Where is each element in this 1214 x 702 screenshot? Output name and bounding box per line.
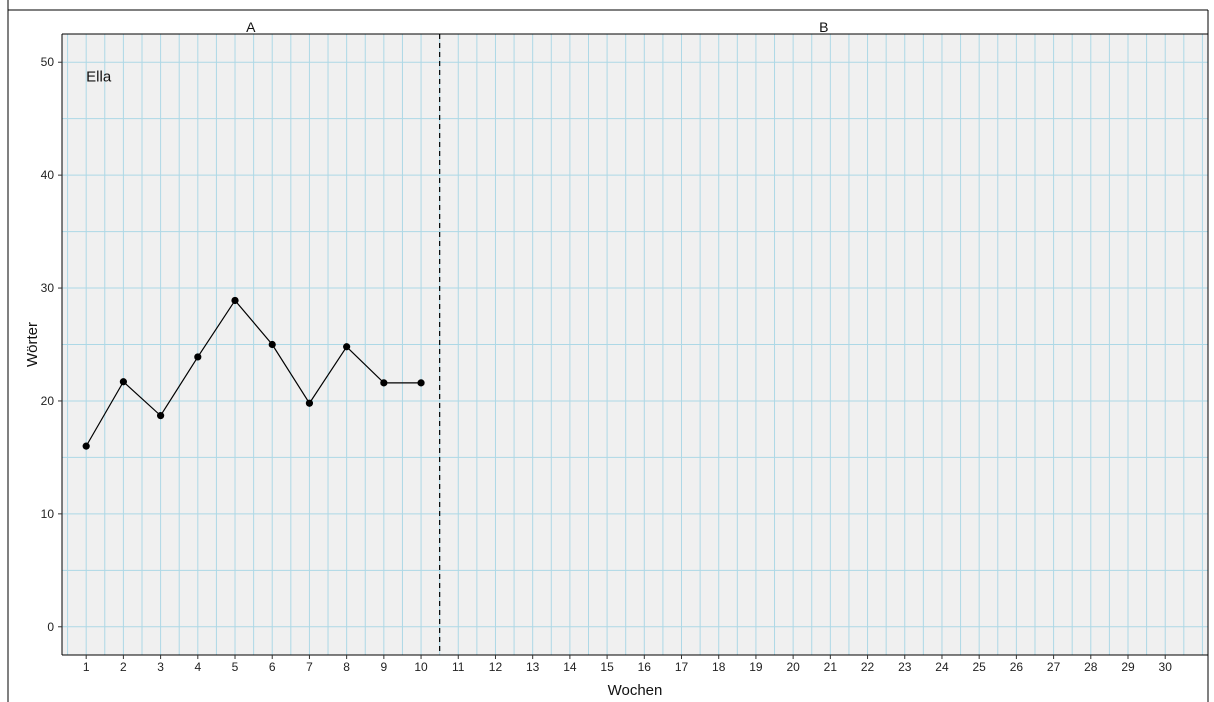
x-tick-label: 5	[232, 660, 239, 674]
y-tick-label: 0	[47, 620, 54, 634]
y-axis-title: Wörter	[24, 322, 41, 367]
x-tick-label: 24	[935, 660, 949, 674]
x-tick-label: 27	[1047, 660, 1061, 674]
x-tick-label: 7	[306, 660, 313, 674]
x-tick-label: 29	[1121, 660, 1135, 674]
axis-ticks: 1 2 3 4 5 6 7 8 9 10 11 12 13 14 15 16 17 18 19 20 21 22 23 24 2…	[41, 34, 1208, 674]
data-point	[82, 442, 90, 450]
x-tick-label: 17	[675, 660, 689, 674]
data-point	[231, 296, 239, 305]
x-tick-label: 8	[343, 660, 350, 674]
data-point	[194, 353, 202, 361]
grid-lines	[62, 34, 1208, 655]
x-tick-label: 12	[489, 660, 503, 674]
phase-label-b: B	[819, 19, 828, 35]
x-tick-label: 1	[83, 660, 90, 674]
data-point	[417, 379, 425, 387]
y-tick-label: 10	[41, 507, 55, 521]
y-tick-label: 50	[41, 55, 55, 69]
x-tick-label: 16	[638, 660, 652, 674]
x-tick-label: 20	[786, 660, 800, 674]
phase-label-a: A	[246, 19, 256, 35]
x-tick-label: 26	[1010, 660, 1024, 674]
x-axis-title: Wochen	[608, 682, 663, 699]
y-tick-label: 20	[41, 394, 55, 408]
x-tick-label: 18	[712, 660, 726, 674]
data-point	[119, 378, 127, 386]
data-point	[305, 399, 314, 407]
x-tick-label: 10	[414, 660, 428, 674]
x-tick-label: 2	[120, 660, 127, 674]
series-line	[82, 296, 425, 450]
x-tick-label: 9	[381, 660, 388, 674]
x-tick-label: 28	[1084, 660, 1098, 674]
x-tick-label: 25	[972, 660, 986, 674]
x-tick-label: 15	[600, 660, 614, 674]
data-point	[268, 340, 276, 349]
participant-label: Ella	[86, 68, 112, 85]
x-tick-label: 4	[194, 660, 201, 674]
x-tick-label: 6	[269, 660, 276, 674]
data-point	[157, 412, 165, 420]
x-tick-label: 3	[157, 660, 164, 674]
y-tick-label: 40	[41, 168, 55, 182]
x-tick-label: 19	[749, 660, 763, 674]
x-tick-label: 23	[898, 660, 912, 674]
x-tick-label: 21	[824, 660, 838, 674]
x-tick-label: 14	[563, 660, 577, 674]
data-point	[380, 379, 388, 387]
x-tick-label: 11	[452, 660, 465, 674]
series-polyline	[85, 299, 422, 447]
x-tick-label: 13	[526, 660, 540, 674]
y-tick-label: 30	[41, 281, 55, 295]
x-tick-label: 30	[1159, 660, 1173, 674]
data-point	[343, 343, 351, 351]
x-tick-label: 22	[861, 660, 875, 674]
